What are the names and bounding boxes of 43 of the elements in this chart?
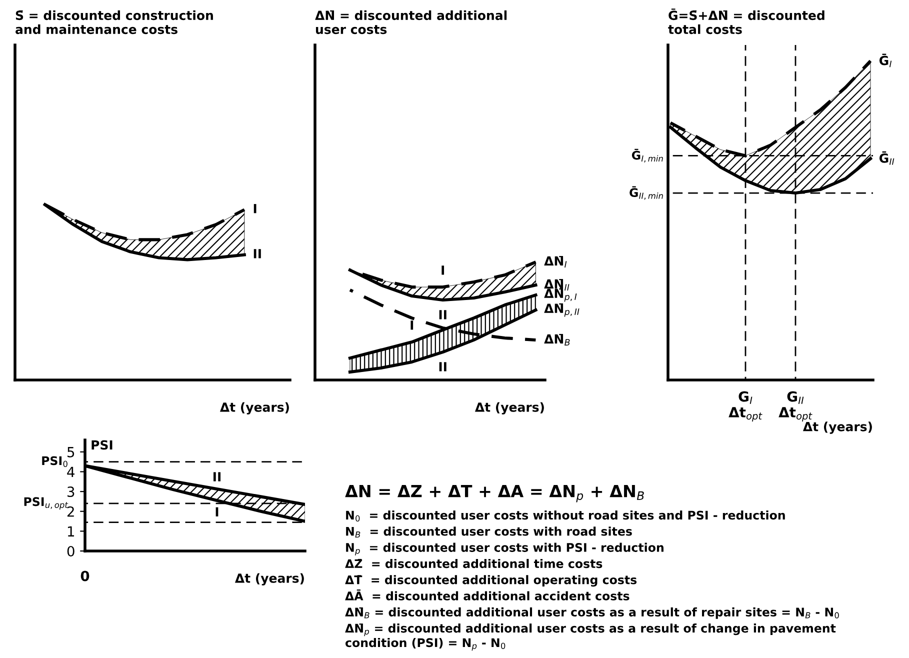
ref-line-label: PSI$_{0}$	[42, 456, 68, 468]
x-axis-title: Δt (years)	[220, 402, 289, 414]
annotation: I	[410, 320, 414, 330]
text: ΔZ̄ = discounted additional time costs	[345, 558, 602, 568]
text: N$_{p}$ = discounted user costs with PSI - reduction	[346, 542, 664, 556]
ref-line-label: Ḡ$_{I,min}$	[632, 148, 663, 162]
series-label: ΔN̄$_{I}$	[544, 256, 567, 268]
text: ΔN = ΔZ + ΔT + ΔA = ΔN$_{p}$ + ΔN$_{B}$	[345, 485, 644, 502]
y-tick-label: 0	[67, 546, 74, 556]
x-tick-label: G$_{I}$ Δt$_{opt}$	[728, 391, 762, 422]
text: ΔN̄$_{p}$ = discounted additional user costs as a result of change in pavement condition (PSI) = N$_{p}$ - N$_{0}$	[345, 624, 836, 651]
series-label: ΔN̄$_{B}$	[544, 334, 570, 346]
y-tick-label: 3	[68, 486, 74, 498]
y-tick-label: 2	[67, 506, 74, 517]
series-label: Ḡ$_{II}$	[879, 151, 894, 165]
x-axis-title: Δt (years)	[802, 422, 872, 434]
y-tick-label: 4	[67, 466, 74, 477]
y-tick-label: 1	[68, 526, 74, 536]
series-label: Ḡ$_{I}$	[879, 54, 892, 68]
y-axis-title: PSI	[92, 440, 112, 450]
series-label: II	[254, 249, 261, 258]
x-tick-label: G$_{II}$ Δt$_{opt}$	[778, 391, 812, 422]
chart-title: ΔN̄ = discounted additional user costs	[315, 10, 507, 34]
annotation: I	[442, 266, 444, 275]
text: 0	[80, 570, 90, 582]
text: N$_{B}$ = discounted user costs with road sites	[346, 526, 632, 538]
chart-title: Ḡ=S̄+ΔN̄ = discounted total costs	[668, 8, 824, 34]
annotation: II	[439, 310, 446, 320]
ref-line-label: Ḡ$_{II,min}$	[630, 186, 663, 200]
annotation: II	[439, 362, 446, 372]
series-label: II	[214, 472, 220, 482]
series-label: I	[216, 507, 218, 516]
ref-line-label: PSI$_{u,opt}$	[24, 497, 68, 510]
series-label: I	[254, 204, 256, 214]
x-axis-title: Δt (years)	[234, 573, 304, 586]
text: ΔĀ = discounted additional accident costs	[345, 589, 630, 600]
x-axis-title: Δt (years)	[474, 402, 544, 414]
text: ΔT̄ = discounted additional operating costs	[345, 575, 637, 587]
text: N$_{0}$ = discounted user costs without road sites and PSI - reduction	[346, 510, 785, 522]
chart-title: S̄ = discounted construction and maintenance costs	[16, 10, 213, 34]
y-tick-label: 5	[68, 447, 74, 458]
text: ΔN̄$_{B}$ = discounted additional user costs as a result of repair sites = N$_{B}$ - N$_{0}$	[345, 607, 839, 619]
series-label: ΔN̄$_{p,II}$	[544, 303, 580, 317]
